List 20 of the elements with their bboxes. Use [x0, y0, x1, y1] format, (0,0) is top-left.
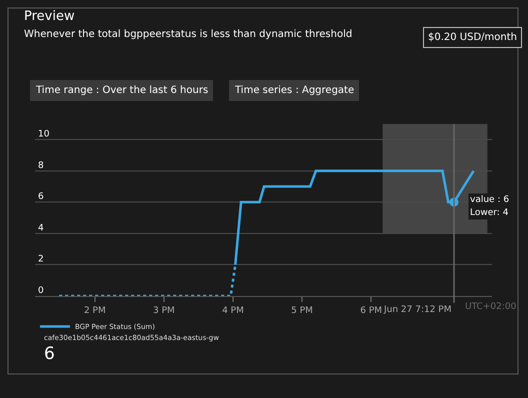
text: UTC+02:00	[465, 302, 517, 312]
x-tick-label: 5 PM	[291, 306, 313, 316]
text: Time range : Over the last 6 hours	[35, 85, 208, 96]
x-tick-label: 6 PM	[360, 306, 382, 316]
text: $0.20 USD/month	[428, 32, 517, 43]
y-tick-label: 10	[38, 129, 50, 140]
x-tick-label: 3 PM	[153, 306, 175, 316]
y-tick-label: 0	[38, 286, 44, 296]
chart-subtitle: Whenever the total bgppeerstatus is less than dynamic threshold	[24, 28, 352, 40]
text: Time series : Aggregate	[234, 85, 354, 96]
ref-line-label: Jun 27 7:12 PM	[383, 305, 452, 315]
annotation: Lower: 4	[470, 208, 509, 218]
y-tick-label: 8	[38, 160, 44, 171]
y-tick-label: 6	[38, 192, 44, 202]
annotation: value : 6	[470, 195, 510, 205]
x-tick-label: 2 PM	[84, 306, 106, 316]
y-tick-label: 4	[38, 223, 44, 234]
x-tick-label: 4 PM	[222, 306, 244, 316]
y-tick-label: 2	[38, 254, 44, 265]
chart-title: Preview	[24, 9, 75, 24]
